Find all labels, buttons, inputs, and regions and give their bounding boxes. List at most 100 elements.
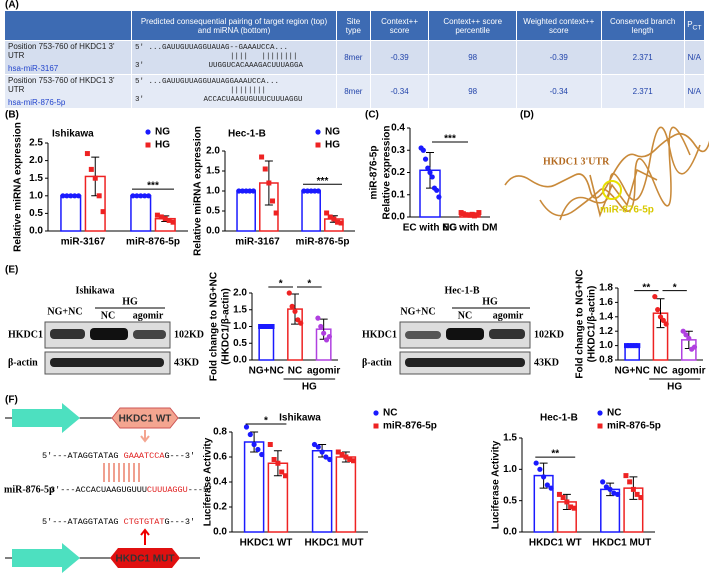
- panel-label: (F): [5, 395, 18, 406]
- header-cell: Weighted context++ score: [515, 10, 602, 41]
- band: [50, 358, 164, 367]
- data-point: [259, 451, 265, 458]
- bar: [335, 456, 357, 533]
- mirna-seq: UUGGUCACAAAGACUUUAGGA: [208, 62, 304, 70]
- mirna-label: miR-876-5p: [4, 484, 55, 495]
- x-tick-label: miR-876-5p: [296, 237, 350, 248]
- y-tick-label: 0.0: [206, 226, 220, 237]
- data-point: [623, 473, 629, 479]
- y-tick-label: 0.0: [29, 226, 43, 237]
- data-point: [624, 343, 629, 349]
- y-tick-label: 0.5: [29, 208, 43, 219]
- data-point: [324, 210, 330, 216]
- data-point: [162, 216, 168, 222]
- data-point: [319, 449, 325, 455]
- data-point: [239, 188, 246, 194]
- y-tick-label: 1.2: [599, 326, 613, 337]
- y-tick-label: 0.6: [213, 452, 227, 463]
- data-point: [247, 188, 253, 194]
- x-tick-label: HKDC1 WT: [529, 538, 582, 549]
- data-point: [323, 454, 329, 460]
- data-point: [60, 193, 66, 199]
- header-cell: Conserved branch length: [600, 10, 685, 41]
- data-point: [88, 166, 94, 172]
- header-cell: Context++ score: [369, 10, 430, 41]
- x-tick-label: NG+NC: [249, 366, 284, 377]
- group-label: HG: [302, 382, 317, 393]
- lane-label: NG+NC: [47, 306, 82, 317]
- legend-label: NC: [383, 408, 397, 419]
- x-tick-label: miR-3167: [61, 237, 106, 248]
- legend-label: HG: [155, 140, 170, 151]
- value-cell: 98: [428, 74, 517, 109]
- position-cell: Position 753-760 of HKDC1 3' UTR hsa-miR-…: [4, 40, 132, 75]
- data-point: [680, 328, 686, 334]
- data-point: [292, 308, 298, 315]
- y-tick-label: 0.0: [213, 527, 227, 538]
- error-bar: [656, 298, 665, 329]
- table-row: Position 753-760 of HKDC1 3' UTR hsa-miR-…: [4, 40, 706, 75]
- data-point: [626, 343, 632, 349]
- group-label: HG: [482, 296, 498, 307]
- y-axis-label: (HKDC1/β-actin): [221, 288, 232, 365]
- position: Position 753-760 of HKDC1 3' UTR: [8, 42, 115, 60]
- y-axis-label: Relative miRNA expression: [13, 122, 24, 252]
- legend-marker: [315, 142, 321, 148]
- significance-label: *: [673, 282, 677, 293]
- targetscan-table: Predicted consequential pairing of targe…: [4, 10, 706, 109]
- data-point: [308, 188, 314, 194]
- data-point: [600, 479, 606, 485]
- y-tick-label: 0.4: [213, 477, 227, 488]
- y-tick-label: 0.4: [391, 123, 405, 134]
- arrow: [140, 528, 150, 545]
- header-cell: Context++ score percentile: [428, 10, 517, 41]
- panel-label: (C): [365, 110, 379, 121]
- legend-label: miR-876-5p: [383, 421, 437, 432]
- data-point: [321, 330, 327, 336]
- y-tick-label: 0.8: [599, 355, 613, 366]
- y-tick-label: 0.1: [391, 189, 405, 200]
- data-point: [170, 219, 176, 225]
- data-point: [568, 504, 574, 510]
- data-point: [64, 193, 70, 199]
- data-point: [312, 188, 318, 194]
- protein-label: β-actin: [8, 357, 38, 368]
- legend-label: NG: [325, 127, 340, 138]
- size-label: 102KD: [174, 329, 204, 340]
- seq-part: ---5': [188, 485, 214, 495]
- x-tick-label: EC with NG: [403, 223, 458, 234]
- data-point: [138, 193, 144, 199]
- band: [489, 329, 525, 339]
- data-point: [283, 473, 289, 479]
- mut-box: [110, 548, 180, 568]
- data-point: [315, 315, 321, 321]
- value-cell: 98: [428, 40, 517, 75]
- y-axis-label: Relative expression: [382, 126, 393, 220]
- arrow: [140, 430, 150, 443]
- value-cell: 8mer: [336, 74, 371, 109]
- legend-marker: [315, 129, 321, 135]
- data-point: [318, 323, 324, 330]
- bonds: ||||||||: [230, 87, 267, 95]
- seq-seed: CTGTGTAT: [124, 517, 165, 527]
- data-point: [166, 217, 172, 223]
- band: [446, 328, 484, 340]
- data-point: [691, 344, 698, 350]
- bar: [258, 325, 275, 361]
- data-point: [260, 324, 266, 329]
- legend-marker: [597, 423, 603, 429]
- legend-label: HG: [325, 140, 340, 151]
- data-point: [247, 431, 253, 438]
- data-point: [158, 214, 164, 220]
- band: [50, 329, 85, 339]
- y-tick-label: 0.2: [391, 167, 405, 178]
- data-point: [311, 441, 318, 448]
- prime: 3': [135, 96, 145, 104]
- protein-label: HKDC1: [362, 329, 397, 340]
- position: Position 753-760 of HKDC1 3' UTR: [8, 76, 115, 94]
- mirna-name: hsa-miR-876-5p: [8, 98, 66, 107]
- value-cell: 2.371: [600, 74, 685, 109]
- significance-label: ***: [317, 176, 329, 187]
- data-point: [258, 324, 264, 329]
